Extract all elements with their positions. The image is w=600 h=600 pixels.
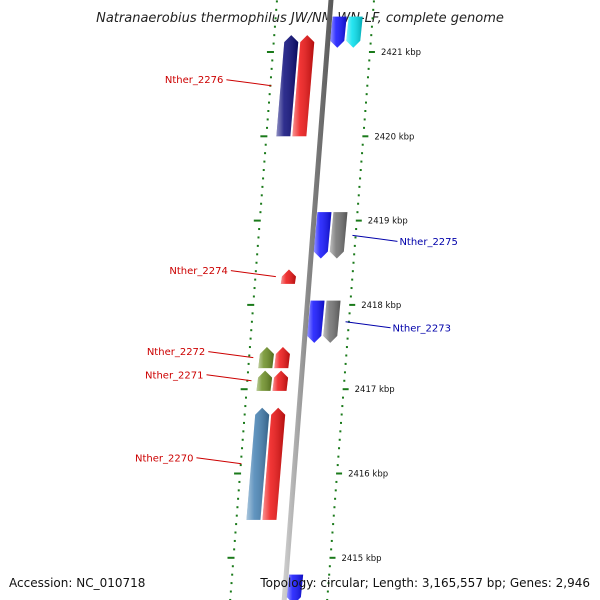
genome-summary-text: Topology: circular; Length: 3,165,557 bp… — [260, 576, 590, 590]
tick-label: 2416 kbp — [348, 470, 388, 480]
gene-feature[interactable] — [307, 300, 325, 343]
genome-backbone — [281, 0, 334, 600]
gene-feature[interactable] — [276, 35, 299, 137]
gene-feature[interactable] — [323, 300, 341, 343]
gene-label[interactable]: Nther_2273 — [393, 323, 451, 334]
gene-feature[interactable] — [330, 16, 347, 48]
tick-label: 2415 kbp — [341, 554, 381, 564]
gene-feature[interactable] — [274, 347, 290, 369]
gene-feature[interactable] — [256, 370, 273, 391]
gene-label[interactable]: Nther_2272 — [147, 347, 205, 358]
tick-label: 2417 kbp — [355, 385, 395, 395]
gene-label[interactable]: Nther_2270 — [135, 453, 193, 464]
gene-feature[interactable] — [280, 269, 296, 284]
gene-label[interactable]: Nther_2275 — [399, 237, 457, 248]
tick-label: 2418 kbp — [361, 301, 401, 311]
map-title: Natranaerobius thermophilus JW/NM-WN-LF,… — [96, 11, 504, 26]
backbone-line — [281, 0, 334, 600]
gene-labels: Nther_2276 Nther_2275 Nther_2274 Nther_2273… — [135, 75, 458, 464]
gene-feature[interactable] — [258, 347, 274, 369]
gene-feature[interactable] — [292, 35, 315, 137]
gene-label[interactable]: Nther_2274 — [169, 266, 227, 277]
tick-label: 2420 kbp — [374, 132, 414, 142]
gene-feature[interactable] — [346, 16, 363, 48]
gene-feature[interactable] — [272, 370, 289, 391]
gene-label[interactable]: Nther_2276 — [165, 75, 223, 86]
gene-feature[interactable] — [313, 212, 332, 259]
tick-label: 2419 kbp — [368, 217, 408, 227]
gene-features — [246, 16, 363, 600]
scale-ticks-inner — [227, 0, 278, 600]
gene-feature[interactable] — [262, 407, 286, 520]
gene-feature[interactable] — [329, 212, 348, 259]
scale-ticks-outer: 2415 kbp 2416 kbp 2417 kbp 2418 kbp 2419 kbp… — [326, 0, 421, 600]
accession-text: Accession: NC_010718 — [9, 576, 146, 590]
gene-feature[interactable] — [246, 407, 270, 520]
tick-label: 2421 kbp — [381, 48, 421, 58]
gene-feature[interactable] — [286, 574, 304, 600]
gene-label[interactable]: Nther_2271 — [145, 370, 203, 381]
